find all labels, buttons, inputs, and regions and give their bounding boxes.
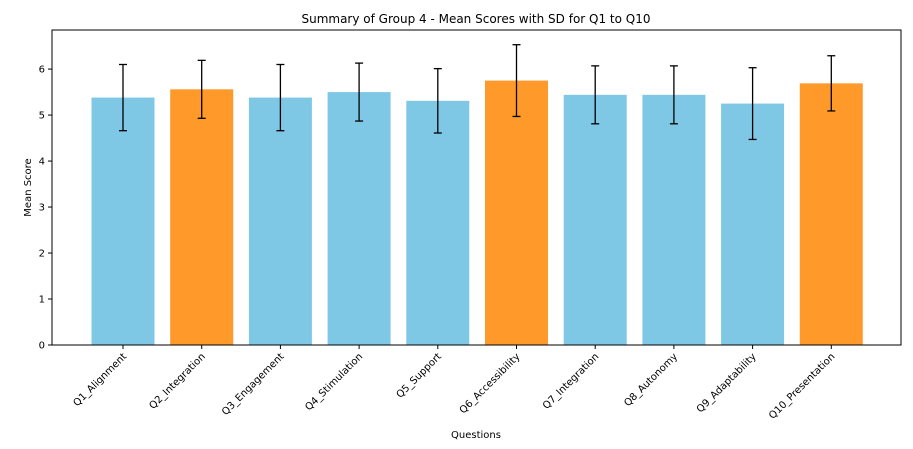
error-bar-q9_adaptability (748, 67, 757, 141)
error-bars-layer (119, 44, 836, 141)
bar-q9_adaptability (721, 103, 785, 345)
error-bar-q8_autonomy (669, 65, 678, 125)
bars-layer (91, 80, 863, 346)
chart-title: Summary of Group 4 - Mean Scores with SD… (301, 12, 650, 26)
x-tick-label: Q9_Adaptability (695, 351, 759, 415)
error-bar-q2_integration (197, 59, 206, 119)
x-tick-label: Q5_Support (395, 351, 444, 400)
y-tick-label: 5 (39, 111, 45, 122)
bar-q8_autonomy (642, 94, 706, 345)
error-bar-q5_support (433, 67, 442, 134)
bar-q10_presentation (799, 83, 863, 345)
bar-q6_accessibility (485, 80, 548, 346)
error-bar-q10_presentation (827, 55, 836, 112)
x-tick-label: Q4_Stimulation (303, 351, 365, 413)
error-bar-q4_stimulation (355, 62, 364, 122)
bar-q5_support (406, 100, 470, 345)
bar-q4_stimulation (327, 92, 391, 345)
x-tick-label: Q6_Accessibility (458, 351, 523, 416)
y-tick-label: 1 (39, 295, 45, 306)
x-tick-label: Q1_Alignment (72, 351, 130, 409)
x-tick-label: Q8_Autonomy (622, 351, 680, 409)
x-axis-label: Questions (451, 430, 501, 441)
y-tick-label: 0 (39, 341, 45, 352)
x-tick-label: Q2_Integration (147, 351, 207, 411)
x-axis: Q1_Alignment Q2_Integration Q3_Engagement Q… (72, 345, 837, 422)
x-tick-label: Q3_Engagement (220, 351, 287, 418)
plot-frame (51, 29, 902, 346)
error-bar-q3_engagement (276, 63, 285, 132)
y-tick-label: 6 (39, 65, 45, 76)
bar-q2_integration (170, 89, 234, 345)
x-tick-label: Q7_Integration (541, 351, 601, 411)
x-tick-label: Q10_Presentation (767, 351, 837, 421)
error-bar-q6_accessibility (512, 44, 521, 118)
error-bar-q7_integration (591, 65, 600, 125)
y-tick-label: 4 (39, 157, 45, 168)
bar-q7_integration (563, 94, 627, 345)
y-tick-label: 2 (39, 249, 45, 260)
bar-q1_alignment (91, 97, 155, 345)
y-tick-label: 3 (39, 203, 45, 214)
error-bar-q1_alignment (119, 63, 127, 132)
bar-q3_engagement (248, 97, 312, 345)
y-axis: 0 1 2 3 4 5 6 (39, 65, 52, 352)
y-axis-label: Mean Score (23, 158, 34, 216)
